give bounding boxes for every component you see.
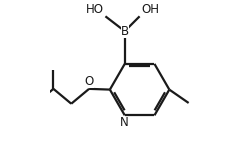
Text: HO: HO [86, 3, 104, 16]
Text: O: O [85, 75, 94, 88]
Text: OH: OH [141, 3, 159, 16]
Text: B: B [121, 25, 129, 38]
Text: N: N [120, 116, 128, 129]
